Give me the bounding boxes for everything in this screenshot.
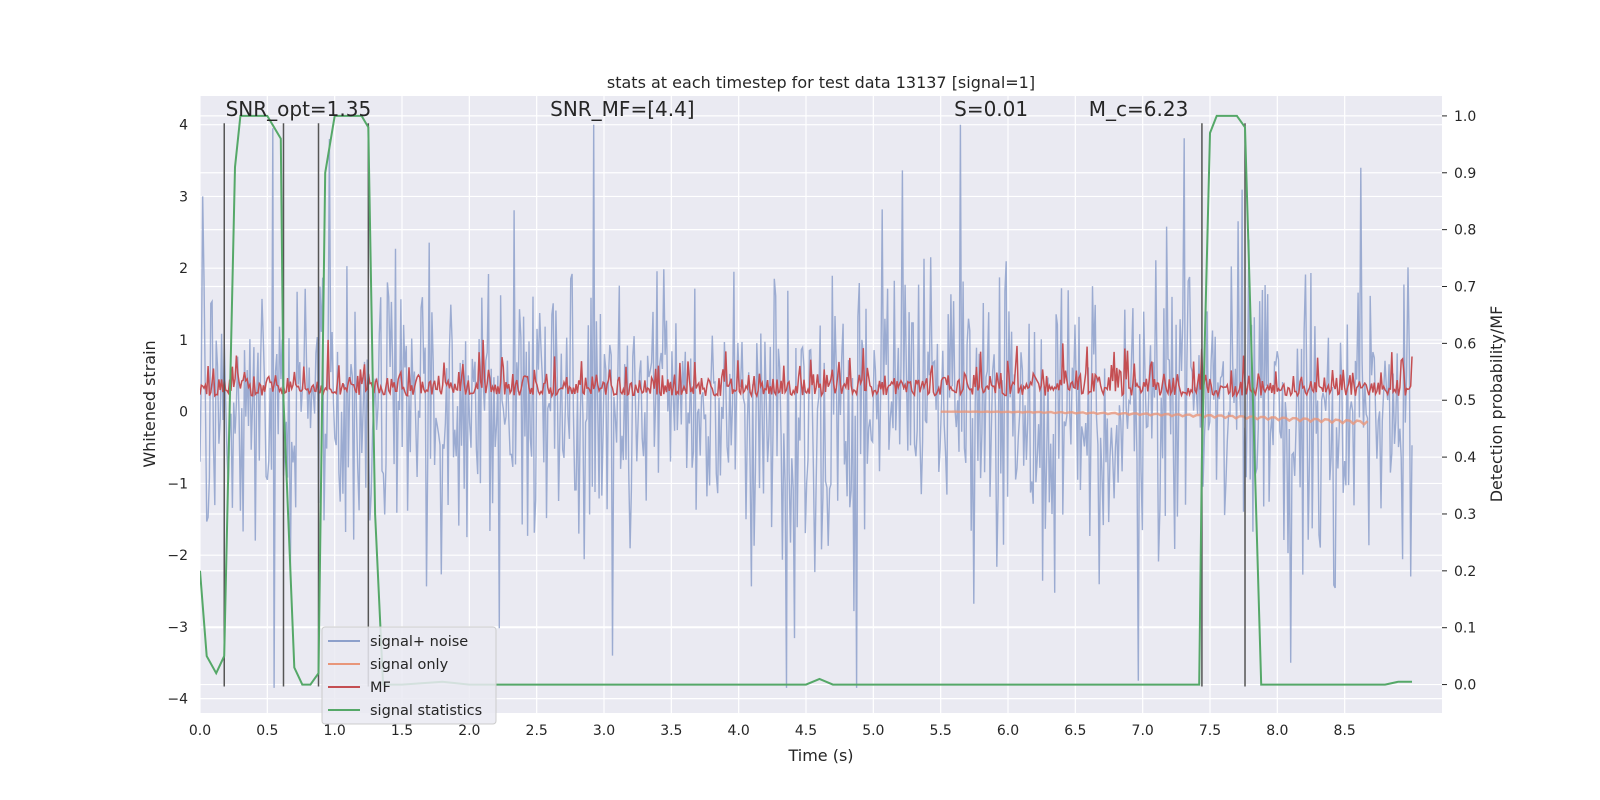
x-tick-label: 5.5 [930,723,952,739]
annotations: SNR_opt=1.35 SNR_MF=[4.4] S=0.01 M_c=6.2… [226,97,1189,121]
right-y-tick-label: 0.1 [1454,621,1476,637]
right-y-tick-label: 1.0 [1454,109,1476,125]
x-tick-label: 3.5 [660,723,682,739]
series-mf [200,339,1413,399]
x-tick-label: 4.0 [728,723,750,739]
legend-label-mf: MF [370,680,391,696]
series-signal-only [940,410,1369,427]
x-tick-label: 6.5 [1064,723,1086,739]
x-tick-label: 1.5 [391,723,413,739]
x-tick-label: 6.0 [997,723,1019,739]
right-y-tick-label: 0.8 [1454,223,1476,239]
x-tick-label: 3.0 [593,723,615,739]
y-tick-label: 1 [179,333,188,349]
y-tick-label: 3 [179,189,188,205]
y-axis-label: Whitened strain [140,340,159,467]
right-y-tick-label: 0.3 [1454,507,1476,523]
right-y-tick-label: 0.2 [1454,564,1476,580]
y-tick-label: 4 [179,118,188,134]
series-signal-statistics [200,114,1412,686]
right-y-tick-label: 0.5 [1454,393,1476,409]
y-tick-label: −4 [167,692,188,708]
right-y-tick-label: 0.0 [1454,678,1476,694]
right-y-tick-label: 0.9 [1454,166,1476,182]
x-tick-label: 0.0 [189,723,211,739]
x-tick-label: 1.0 [324,723,346,739]
x-tick-label: 4.5 [795,723,817,739]
y-tick-label: 0 [179,405,188,421]
x-tick-label: 7.0 [1132,723,1154,739]
signal-statistics-layer [200,114,1412,686]
series-layer [200,124,1413,688]
y-tick-labels: −4 −3 −2 −1 0 1 2 3 4 [167,118,188,708]
x-tick-label: 0.5 [256,723,278,739]
right-y-axis-label: Detection probability/MF [1487,306,1506,503]
y-tick-label: 2 [179,261,188,277]
legend: signal+ noise signal only MF signal stat… [321,626,497,725]
right-y-tick-label: 0.7 [1454,280,1476,296]
annotation-snr-opt: SNR_opt=1.35 [226,97,372,121]
vertical-markers [223,123,1246,687]
x-tick-label: 8.0 [1266,723,1288,739]
annotation-s: S=0.01 [954,97,1028,121]
x-tick-labels: 0.0 0.5 1.0 1.5 2.0 2.5 3.0 3.5 4.0 4.5 5.0 5.5 6.0 6… [189,723,1356,739]
series-signal-noise [200,124,1413,688]
x-tick-label: 8.5 [1334,723,1356,739]
right-y-tick-label: 0.6 [1454,336,1476,352]
annotation-mc: M_c=6.23 [1089,97,1189,121]
annotation-snr-mf: SNR_MF=[4.4] [550,97,694,121]
x-tick-label: 5.0 [862,723,884,739]
x-tick-label: 2.5 [526,723,548,739]
y-grid-lines [200,124,1442,700]
y-tick-label: −3 [167,620,188,636]
chart-title: stats at each timestep for test data 131… [607,73,1035,92]
right-y-tick-label: 0.4 [1454,450,1476,466]
x-tick-label: 7.5 [1199,723,1221,739]
legend-label-signal-only: signal only [370,657,449,673]
x-axis-label: Time (s) [787,746,853,765]
legend-label-signal-noise: signal+ noise [370,634,468,650]
x-tick-label: 2.0 [458,723,480,739]
legend-box [321,626,497,725]
legend-label-signal-statistics: signal statistics [370,703,482,719]
y-tick-label: −2 [167,548,188,564]
right-y-tick-labels: 0.0 0.1 0.2 0.3 0.4 0.5 0.6 0.7 0.8 0.9 1.0 [1442,109,1476,694]
y-tick-label: −1 [167,476,188,492]
